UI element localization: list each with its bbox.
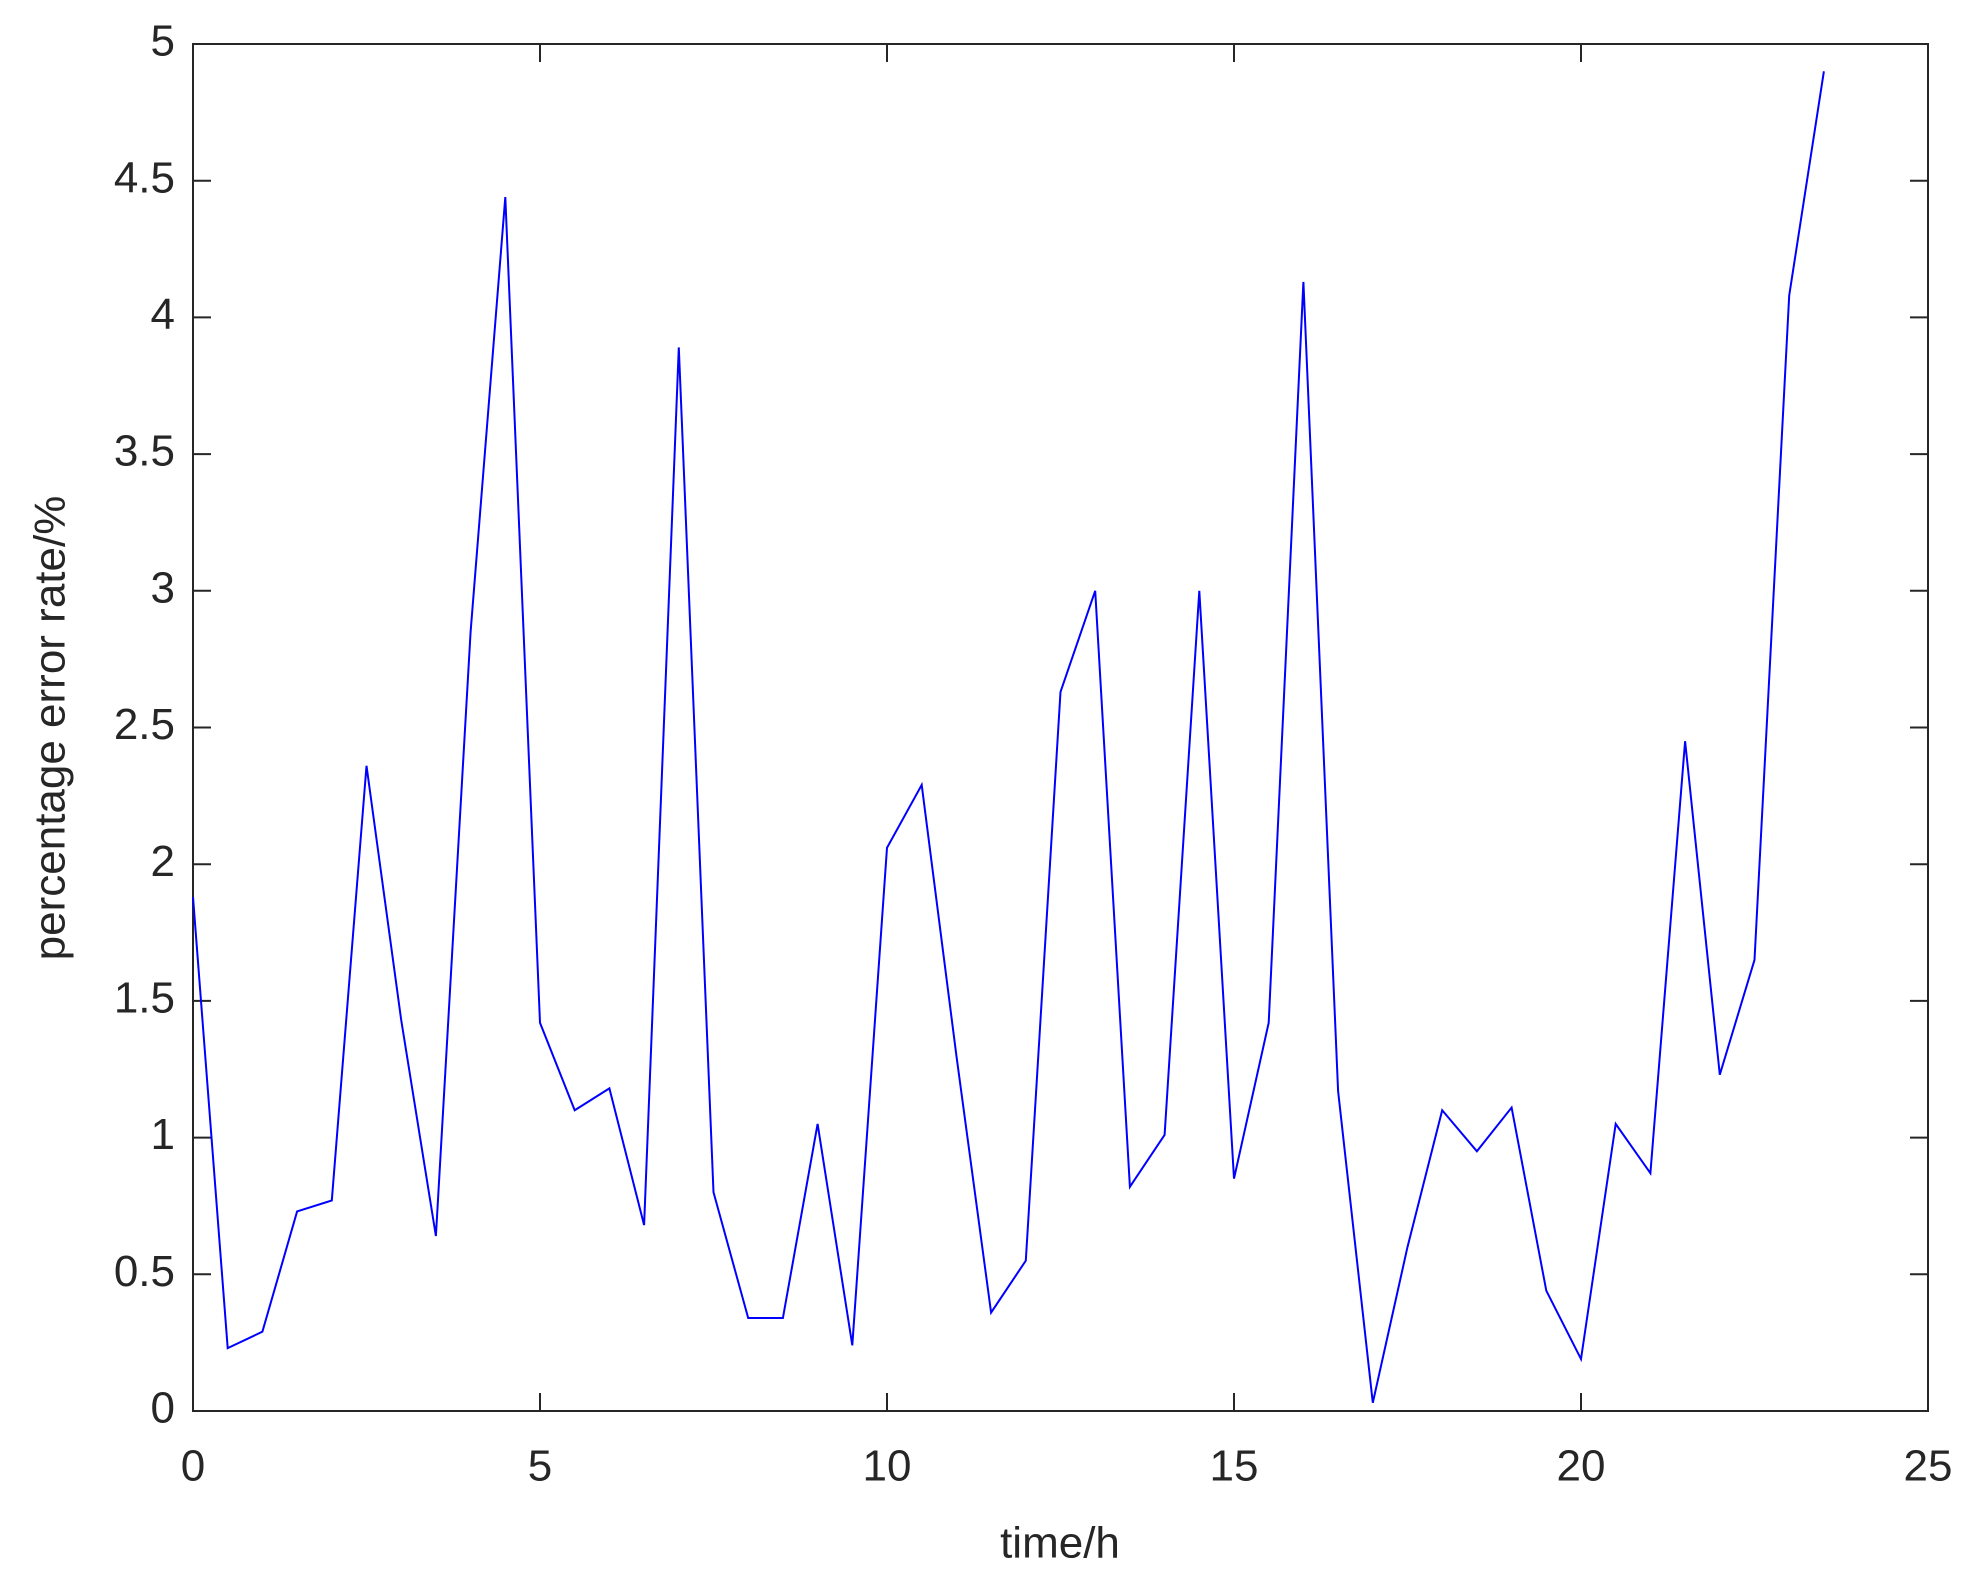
- y-tick-label: 1: [151, 1110, 175, 1159]
- y-tick-label: 3.5: [114, 427, 175, 476]
- x-tick-label: 15: [1210, 1442, 1259, 1491]
- x-axis-label: time/h: [1000, 1519, 1120, 1568]
- x-tick-label: 5: [528, 1442, 552, 1491]
- y-tick-label: 2.5: [114, 700, 175, 749]
- y-tick-label: 3: [151, 563, 175, 612]
- y-axis-label: percentage error rate/%: [26, 496, 75, 961]
- y-tick-label: 2: [151, 837, 175, 886]
- y-tick-label: 4.5: [114, 153, 175, 202]
- plot-frame: [192, 43, 1929, 1412]
- x-tick-label: 20: [1557, 1442, 1606, 1491]
- y-tick-label: 0: [151, 1384, 175, 1433]
- x-tick-label: 25: [1904, 1442, 1953, 1491]
- y-tick-label: 4: [151, 290, 175, 339]
- y-tick-label: 5: [151, 17, 175, 66]
- y-tick-label: 0.5: [114, 1247, 175, 1296]
- x-tick-label: 10: [863, 1442, 912, 1491]
- y-tick-label: 1.5: [114, 974, 175, 1023]
- x-tick-label: 0: [181, 1442, 205, 1491]
- data-line: [192, 71, 1825, 1404]
